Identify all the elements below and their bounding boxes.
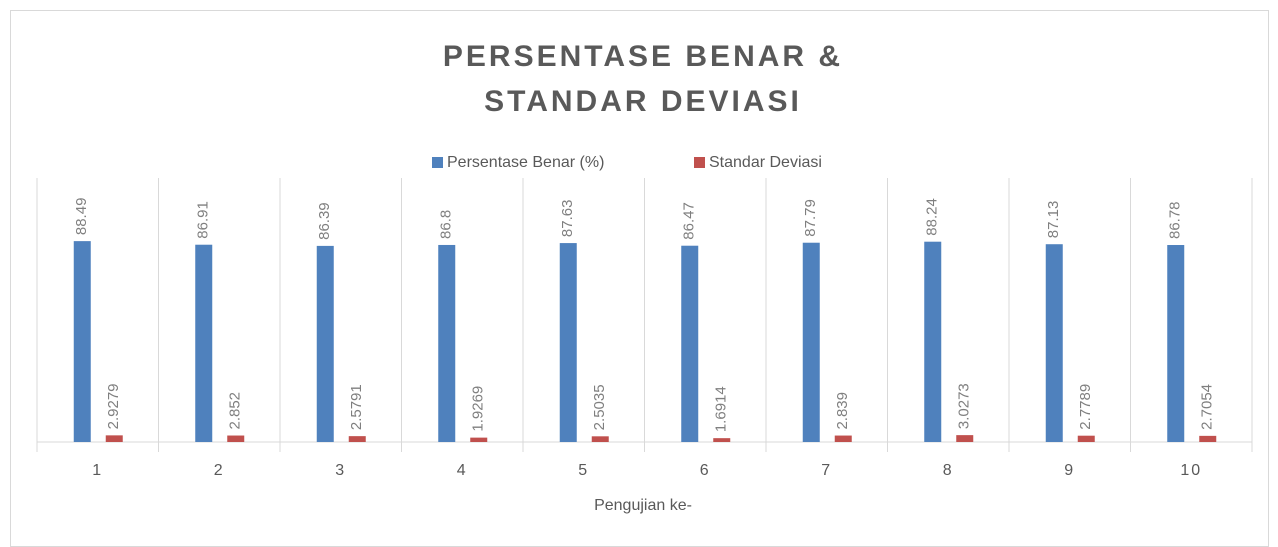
data-label: 87.13 [1045,201,1062,239]
data-label: 86.39 [316,202,333,240]
bar [559,243,577,442]
bar [1199,435,1217,442]
bar [1167,245,1185,442]
data-label: 2.5035 [591,384,608,430]
data-label: 2.839 [834,392,851,430]
data-label: 88.49 [73,198,90,236]
data-label: 2.852 [227,392,244,430]
data-label: 2.7789 [1077,384,1094,430]
x-tick-label: 5 [578,462,589,479]
bar [105,435,123,442]
legend-swatch [432,157,443,168]
bar [1077,435,1095,442]
data-label: 2.5791 [348,384,365,430]
x-tick-label: 9 [1064,462,1075,479]
data-label: 2.9279 [105,383,122,429]
legend-swatch [694,157,705,168]
data-label: 86.78 [1167,201,1184,239]
data-label: 87.63 [559,200,576,238]
data-label: 87.79 [802,199,819,237]
data-label: 3.0273 [956,383,973,429]
bar [834,435,852,442]
x-tick-label: 7 [821,462,832,479]
chart-title: STANDAR DEVIASI [484,85,802,118]
bar [681,245,699,442]
bar [591,436,609,442]
x-axis-title: Pengujian ke- [594,497,692,514]
data-label: 1.6914 [713,386,730,432]
data-label: 1.9269 [470,386,487,432]
bar [227,435,245,442]
bar [316,245,334,442]
x-tick-label: 3 [335,462,346,479]
legend-label: Standar Deviasi [709,154,822,171]
data-label: 86.91 [195,201,212,239]
bar [956,435,974,442]
x-tick-label: 1 [92,462,103,479]
data-label: 86.47 [681,202,698,240]
x-tick-label: 8 [943,462,954,479]
bar [713,438,731,442]
x-tick-label: 6 [700,462,711,479]
legend-label: Persentase Benar (%) [447,154,604,171]
bar [348,436,366,442]
bar [438,244,456,442]
data-label: 86.8 [438,210,455,239]
bar [1045,244,1063,442]
bar [470,437,488,442]
x-tick-label: 2 [214,462,225,479]
bar [195,244,213,442]
bar [73,241,91,442]
x-tick-label: 4 [457,462,468,479]
data-label: 88.24 [924,198,941,236]
bar [924,241,942,442]
x-tick-label: 10 [1180,462,1202,479]
data-label: 2.7054 [1199,384,1216,430]
bar [802,242,820,442]
chart-title: PERSENTASE BENAR & [443,40,843,73]
